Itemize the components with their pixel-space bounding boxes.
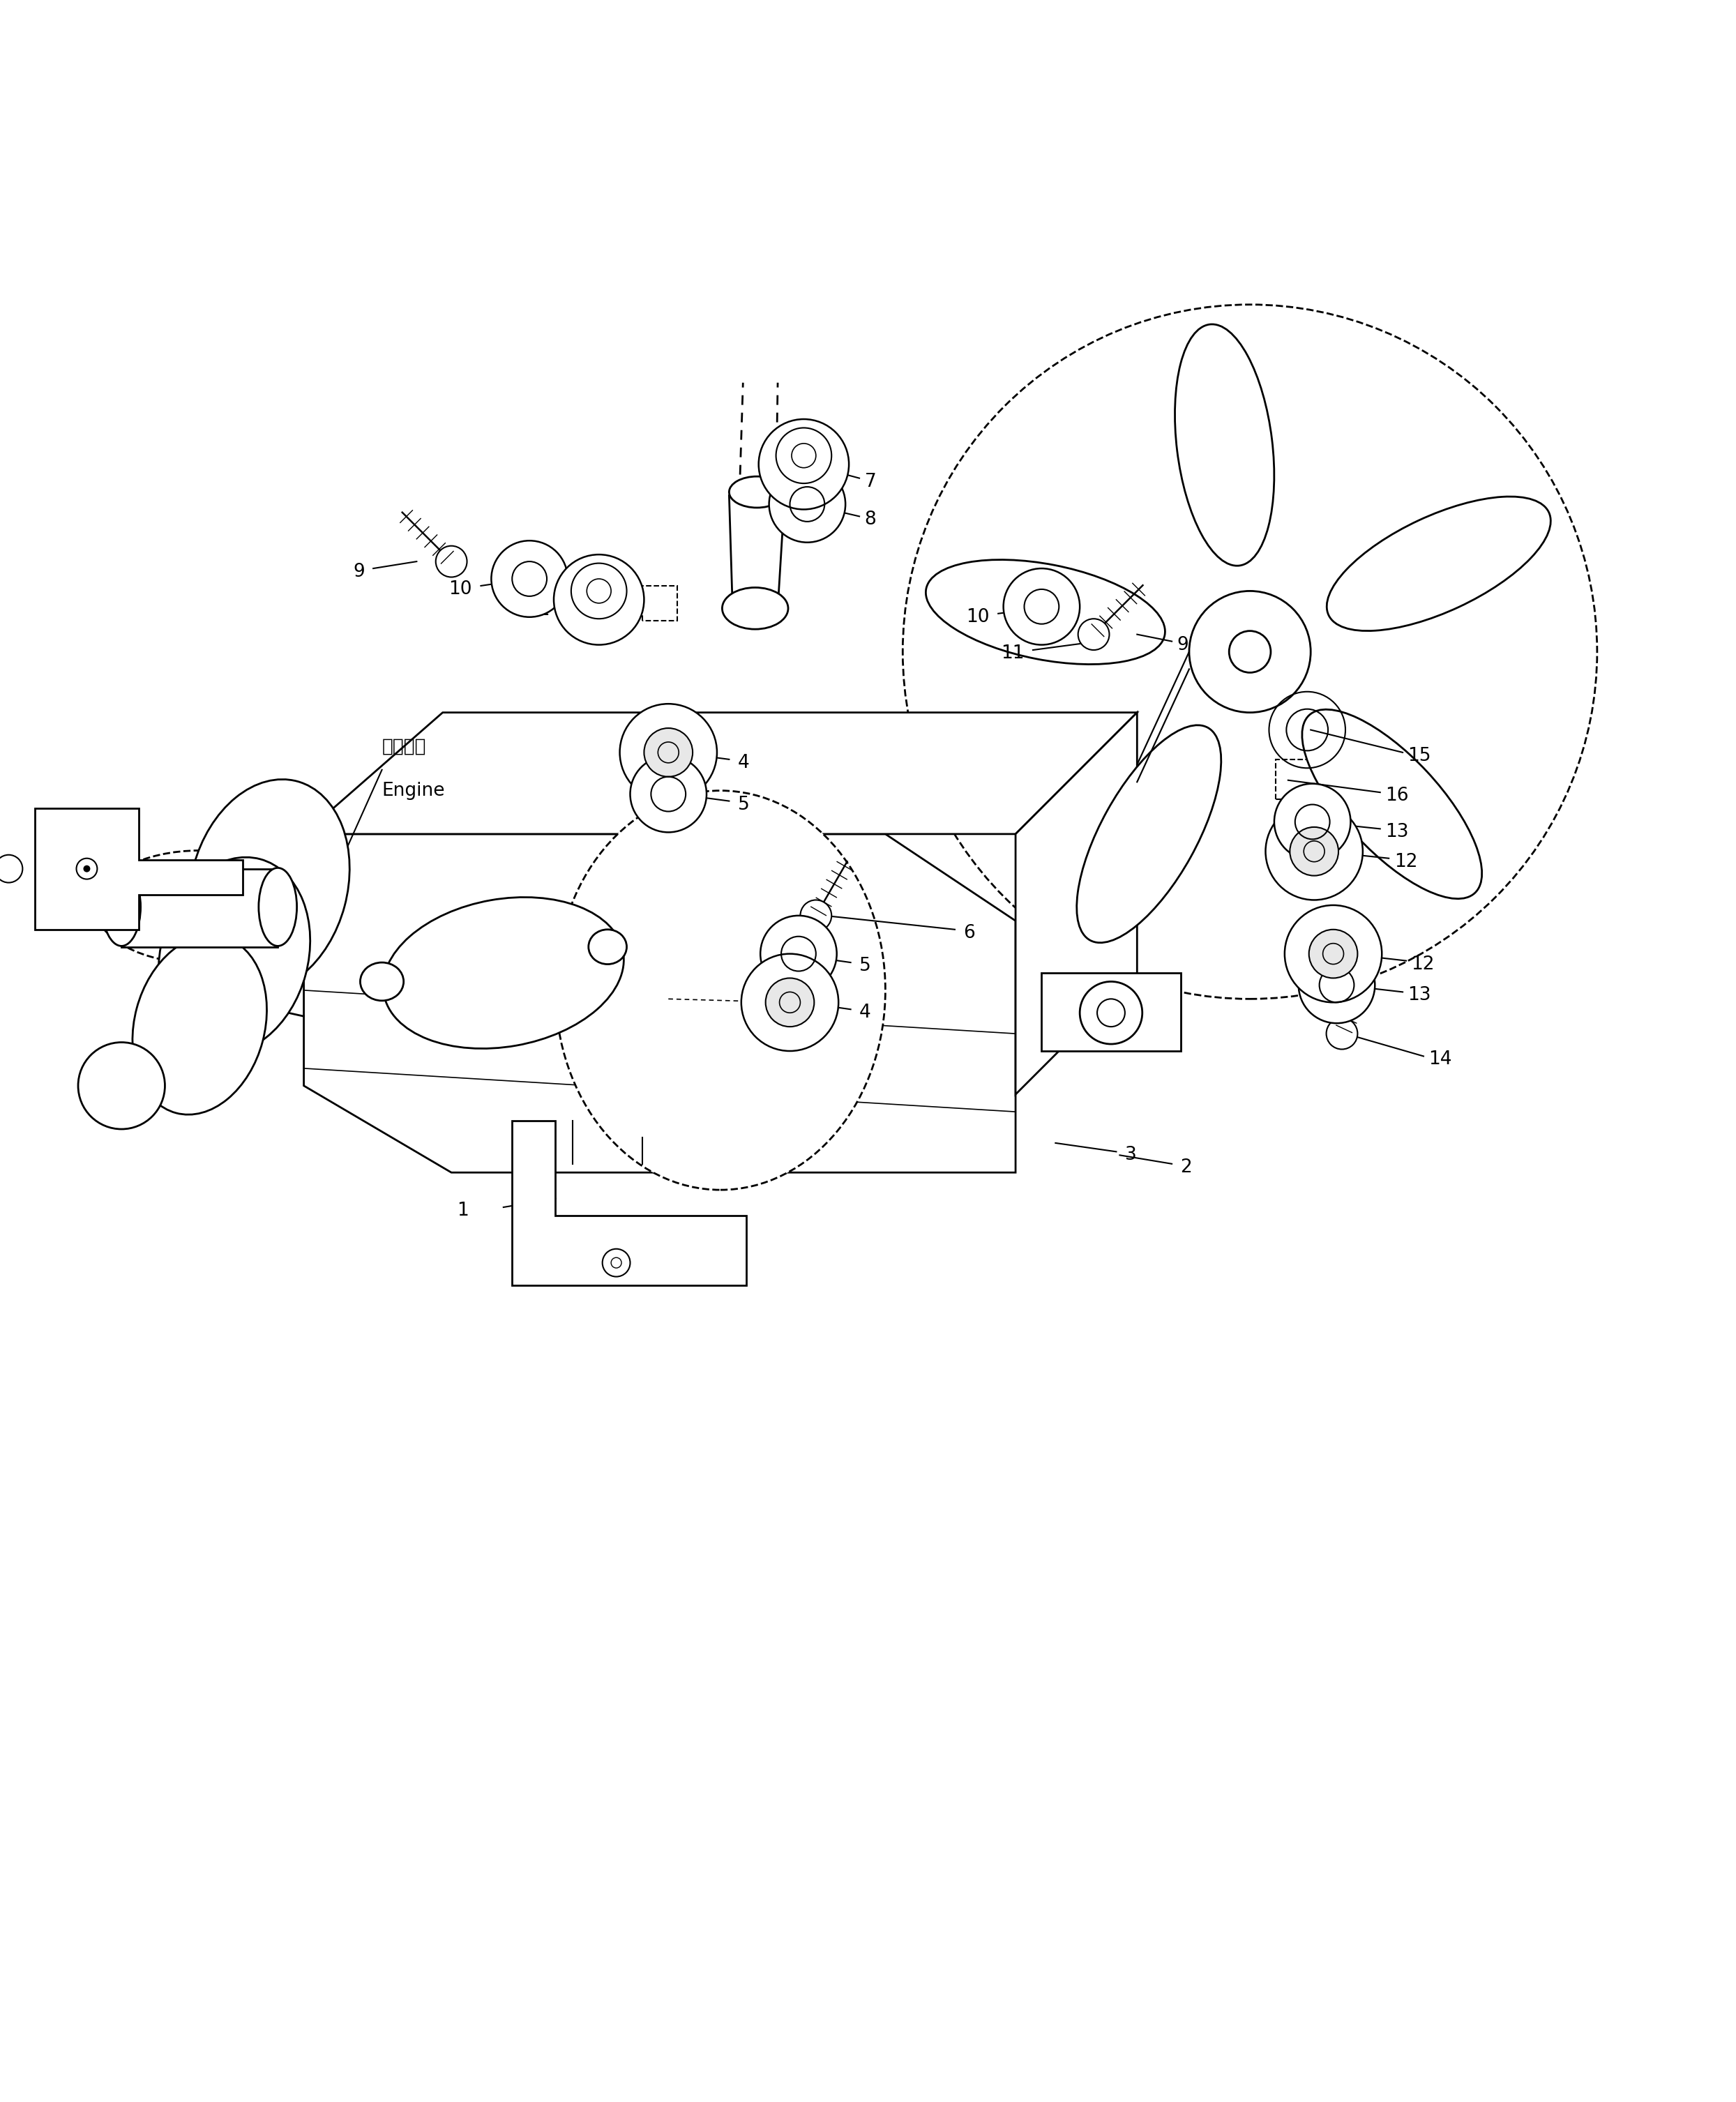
Circle shape (554, 555, 644, 645)
Circle shape (611, 1257, 621, 1268)
Text: 4: 4 (859, 1005, 871, 1022)
Ellipse shape (925, 559, 1165, 664)
Circle shape (1299, 946, 1375, 1024)
Text: 9: 9 (352, 563, 365, 580)
Text: 7: 7 (865, 473, 877, 490)
Ellipse shape (1302, 710, 1483, 900)
Circle shape (1229, 631, 1271, 673)
Polygon shape (122, 868, 278, 946)
Circle shape (1189, 591, 1311, 713)
Text: 12: 12 (1394, 853, 1417, 870)
Circle shape (83, 866, 90, 872)
Circle shape (776, 429, 832, 483)
Ellipse shape (158, 858, 311, 1053)
Text: 13: 13 (1385, 824, 1408, 841)
Text: 13: 13 (1408, 986, 1430, 1005)
Ellipse shape (132, 935, 267, 1114)
Circle shape (1274, 784, 1351, 860)
Text: 4: 4 (738, 755, 750, 771)
Circle shape (1080, 982, 1142, 1045)
Ellipse shape (259, 868, 297, 946)
Ellipse shape (1326, 496, 1550, 631)
Ellipse shape (1175, 324, 1274, 565)
Text: 14: 14 (1429, 1051, 1451, 1068)
Ellipse shape (189, 780, 349, 992)
Circle shape (436, 547, 467, 578)
Ellipse shape (589, 929, 627, 965)
Polygon shape (35, 807, 243, 929)
Circle shape (0, 856, 23, 883)
Text: 15: 15 (1408, 746, 1430, 765)
Text: 11: 11 (528, 601, 550, 620)
Text: 11: 11 (1002, 645, 1024, 662)
Circle shape (1290, 826, 1338, 877)
Ellipse shape (729, 477, 785, 509)
Text: 6: 6 (963, 925, 976, 942)
Ellipse shape (361, 963, 403, 1001)
Text: 12: 12 (1411, 954, 1434, 973)
Circle shape (1003, 568, 1080, 645)
Circle shape (620, 704, 717, 801)
Circle shape (1078, 618, 1109, 650)
Circle shape (741, 954, 838, 1051)
Circle shape (630, 757, 707, 832)
Polygon shape (1042, 973, 1180, 1051)
Text: エンジン: エンジン (382, 738, 427, 757)
Text: 1: 1 (457, 1202, 469, 1219)
Text: 9: 9 (1177, 635, 1189, 654)
Circle shape (760, 916, 837, 992)
Text: 8: 8 (865, 511, 877, 530)
Ellipse shape (722, 589, 788, 628)
Polygon shape (1016, 713, 1137, 1095)
Polygon shape (512, 1120, 746, 1284)
Circle shape (1285, 906, 1382, 1003)
Text: 10: 10 (450, 580, 472, 599)
Circle shape (1326, 1017, 1358, 1049)
Text: 10: 10 (967, 607, 990, 626)
Polygon shape (304, 713, 1137, 834)
Ellipse shape (1076, 725, 1220, 942)
Text: Engine: Engine (382, 782, 444, 801)
Text: 3: 3 (1125, 1146, 1137, 1165)
Circle shape (759, 418, 849, 509)
Text: 2: 2 (1180, 1158, 1193, 1177)
Circle shape (1309, 929, 1358, 977)
Ellipse shape (556, 790, 885, 1190)
Text: 5: 5 (859, 956, 871, 975)
Ellipse shape (102, 868, 141, 946)
Circle shape (78, 1043, 165, 1129)
Circle shape (1266, 803, 1363, 900)
Polygon shape (304, 834, 1016, 1173)
Ellipse shape (384, 898, 623, 1049)
Text: 16: 16 (1385, 786, 1408, 805)
Circle shape (766, 977, 814, 1026)
Circle shape (491, 540, 568, 618)
Circle shape (769, 467, 845, 542)
Circle shape (800, 900, 832, 931)
Circle shape (644, 727, 693, 778)
Text: 5: 5 (738, 795, 750, 813)
Circle shape (571, 563, 627, 618)
